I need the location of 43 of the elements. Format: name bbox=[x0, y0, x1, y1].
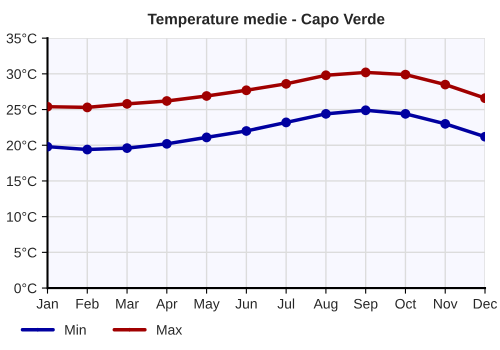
legend-label: Max bbox=[157, 325, 182, 335]
point bbox=[162, 138, 172, 149]
y-tick-label: 10°C bbox=[7, 212, 37, 222]
x-tick-label: Dec bbox=[474, 298, 497, 309]
x-tick-label: Feb bbox=[76, 298, 99, 309]
point bbox=[440, 118, 450, 129]
point bbox=[360, 105, 371, 116]
point bbox=[82, 144, 92, 154]
point bbox=[400, 70, 410, 80]
point bbox=[360, 68, 371, 78]
x-tick-label: Jan bbox=[36, 298, 58, 309]
y-tick-label: 35°C bbox=[6, 33, 37, 44]
x-tick-label: Sep bbox=[354, 298, 378, 312]
legend-label: Min bbox=[65, 324, 86, 335]
x-tick-label: Apr bbox=[156, 298, 178, 312]
x-tick-label: Oct bbox=[395, 298, 416, 309]
x-tick-label: Mar bbox=[116, 298, 139, 309]
x-tick-label: Aug bbox=[314, 298, 338, 312]
point bbox=[281, 118, 291, 128]
y-tick-label: 0°C bbox=[14, 283, 37, 294]
point bbox=[400, 108, 410, 119]
x-tick-label: May bbox=[194, 298, 220, 312]
point bbox=[321, 108, 331, 119]
point bbox=[242, 85, 252, 96]
y-tick-label: 5°C bbox=[14, 248, 37, 258]
point bbox=[202, 132, 212, 142]
point bbox=[122, 98, 132, 109]
point bbox=[122, 143, 132, 153]
y-tick-label: 20°C bbox=[6, 140, 37, 150]
chart-title: Temperature medie - Capo Verde bbox=[148, 13, 384, 28]
y-tick-label: 30°C bbox=[6, 69, 37, 80]
point bbox=[321, 70, 331, 80]
point bbox=[242, 126, 252, 136]
point bbox=[202, 91, 212, 101]
y-tick-label: 15°C bbox=[7, 176, 37, 186]
y-tick-label: 25°C bbox=[6, 104, 37, 115]
point bbox=[82, 102, 92, 112]
x-tick-label: Nov bbox=[434, 298, 458, 309]
point bbox=[281, 78, 291, 89]
point bbox=[440, 80, 450, 90]
x-tick-label: Jun bbox=[235, 298, 257, 309]
x-tick-label: Jul bbox=[277, 298, 294, 309]
point bbox=[162, 96, 172, 106]
